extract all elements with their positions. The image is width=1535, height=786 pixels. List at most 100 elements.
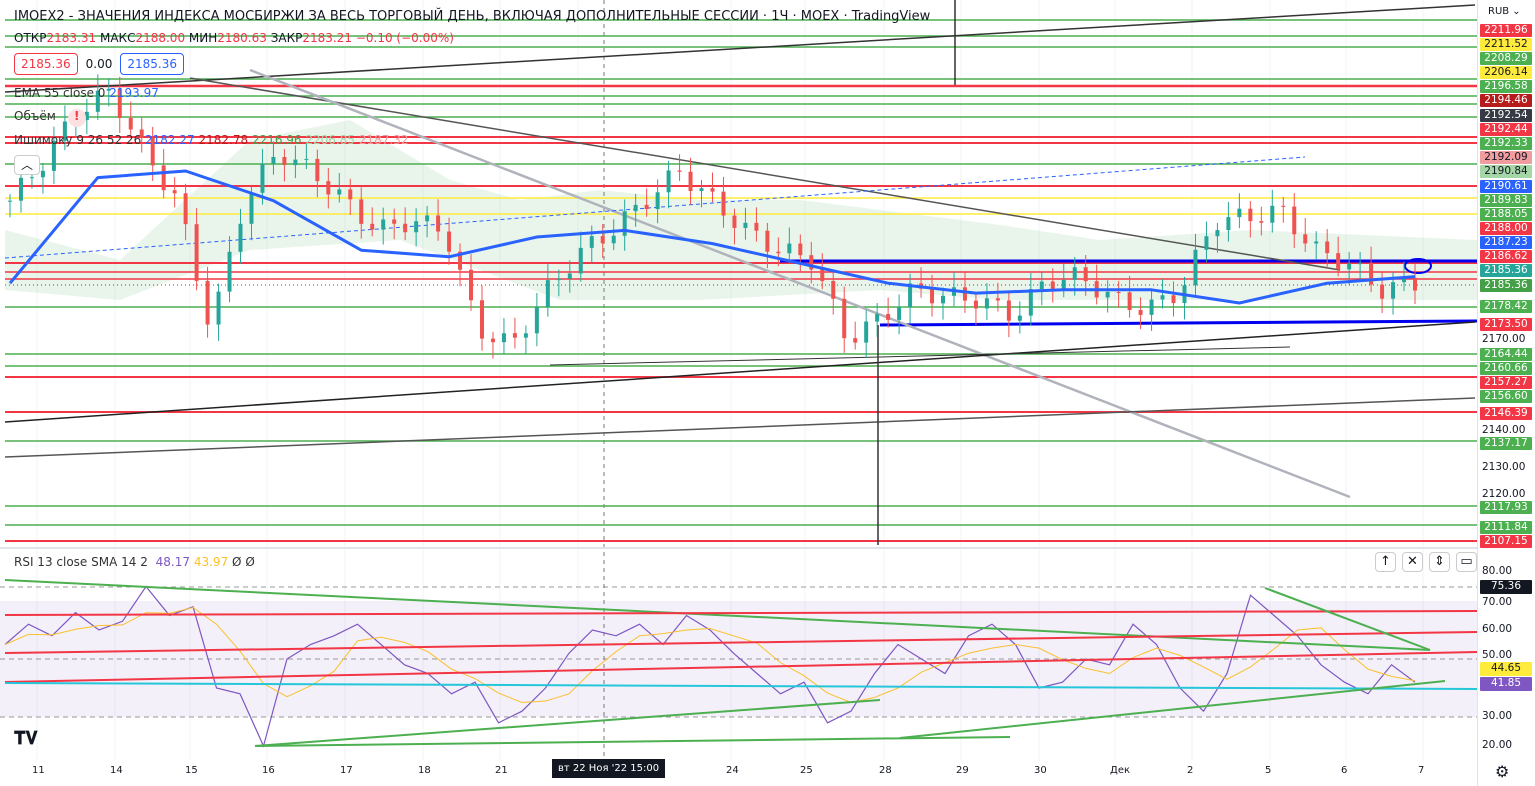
rsi-tick: 60.00 [1482, 623, 1513, 635]
settings-gear-icon[interactable]: ⚙ [1495, 762, 1510, 781]
candle-body [1050, 281, 1055, 289]
date-tick: 30 [1034, 765, 1047, 776]
candle-body [414, 221, 419, 233]
date-tick: 18 [418, 765, 431, 776]
candle-body [1204, 236, 1209, 250]
candle-body [18, 177, 23, 201]
price-label: 2156.60 [1480, 390, 1532, 403]
candle-body [809, 255, 814, 270]
price-label: 2211.52 [1480, 38, 1532, 51]
candle-body [743, 222, 748, 228]
ichimoku-value: 2182.27 [145, 133, 195, 147]
high-label: МАКС [99, 31, 136, 45]
candle-body [710, 188, 715, 192]
rsi-tick: 50.00 [1482, 649, 1513, 661]
candle-body [523, 333, 528, 338]
candle-body [732, 215, 737, 228]
price-tick: 2130.00 [1482, 461, 1526, 473]
candle-body [864, 321, 869, 343]
candle-body [293, 159, 298, 166]
move-up-icon[interactable]: ↑ [1375, 552, 1396, 572]
candle-body [973, 300, 978, 309]
rsi-tick: 80.00 [1482, 565, 1513, 577]
candle-body [1369, 263, 1374, 285]
candle-body [567, 273, 572, 279]
candle-body [1193, 249, 1198, 286]
candle-body [556, 278, 561, 281]
rsi-value-label: 75.36 [1480, 580, 1532, 594]
candle-body [765, 230, 770, 252]
candle-body [326, 181, 331, 195]
warning-icon[interactable]: ! [67, 109, 86, 127]
candle-body [1347, 263, 1352, 270]
candle-body [1391, 282, 1396, 299]
candle-body [128, 118, 133, 130]
candle-body [469, 269, 474, 301]
spread-value: 0.00 [85, 57, 113, 71]
candle-body [908, 283, 913, 308]
candle-body [600, 236, 605, 244]
candle-body [699, 188, 704, 191]
candle-body [1325, 241, 1330, 254]
candle-body [1292, 206, 1297, 235]
maximize-icon[interactable]: ▭ [1456, 552, 1477, 572]
ichimoku-legend[interactable]: Ишимоку 9 26 52 26 2182.27 2182.78 2216.… [14, 133, 408, 147]
change-value: −0.10 (−0.00%) [355, 31, 454, 45]
candle-body [995, 298, 1000, 301]
sell-button[interactable]: 2185.36 [14, 53, 78, 75]
ichimoku-value: 2182.78 [198, 133, 249, 147]
rsi-legend[interactable]: RSI 13 close SMA 14 2 48.17 43.97 Ø Ø [14, 555, 255, 569]
candle-body [666, 170, 671, 193]
candle-body [776, 251, 781, 254]
candle-body [479, 300, 484, 339]
currency-select[interactable]: RUB ⌄ [1488, 6, 1521, 17]
date-tick: Дек [1110, 765, 1131, 776]
pane-separator[interactable] [0, 547, 1477, 549]
candle-body [161, 165, 166, 191]
price-label: 2188.05 [1480, 208, 1532, 221]
candle-body [403, 223, 408, 233]
candle-body [1270, 205, 1275, 223]
ema-legend[interactable]: EMA 55 close 0 2193.97 [14, 86, 159, 100]
candle-body [1215, 230, 1220, 237]
candle-body [1072, 267, 1077, 280]
candle-body [425, 215, 430, 222]
collapse-legend-button[interactable]: ︿ [14, 155, 40, 175]
price-chart[interactable] [0, 0, 1477, 786]
circle-annotation [1404, 258, 1432, 274]
trend-line [249, 68, 1351, 499]
ichimoku-cloud [5, 120, 1477, 300]
candle-body [1303, 234, 1308, 244]
price-label: 2178.42 [1480, 300, 1532, 313]
price-label: 2107.15 [1480, 535, 1532, 548]
price-axis[interactable]: RUB ⌄ 2120.00 2130.00 2140.00 2170.00 2211.9… [1477, 0, 1535, 786]
collapse-icon[interactable]: ⇕ [1429, 552, 1450, 572]
rsi-value: 48.17 [155, 555, 191, 569]
candle-body [62, 121, 67, 141]
price-label: 2189.83 [1480, 194, 1532, 207]
candle-body [1149, 299, 1154, 315]
close-icon[interactable]: ✕ [1402, 552, 1423, 572]
candle-body [1171, 295, 1176, 304]
candle-body [205, 280, 210, 325]
rsi-tick: 30.00 [1482, 710, 1513, 722]
price-label: 2137.17 [1480, 437, 1532, 450]
crosshair-date-label: вт 22 Ноя '22 15:00 [552, 759, 666, 778]
candle-body [490, 338, 495, 343]
candle-body [1248, 208, 1253, 222]
price-label: 2192.09 [1480, 151, 1532, 164]
candle-body [589, 236, 594, 248]
close-label: ЗАКР [270, 31, 303, 45]
candle-body [842, 298, 847, 339]
candle-body [95, 90, 100, 112]
price-label: 2211.96 [1480, 24, 1532, 37]
price-label: 2187.23 [1480, 236, 1532, 249]
candle-body [578, 247, 583, 274]
candle-body [315, 158, 320, 182]
volume-label: Объём [14, 109, 56, 123]
candle-body [436, 215, 441, 232]
ichimoku-value: 2216.96 [251, 133, 302, 147]
buy-button[interactable]: 2185.36 [120, 53, 184, 75]
tradingview-logo-icon[interactable]: 𝐓𝐕 [14, 728, 38, 749]
volume-legend[interactable]: Объём! [14, 109, 86, 127]
